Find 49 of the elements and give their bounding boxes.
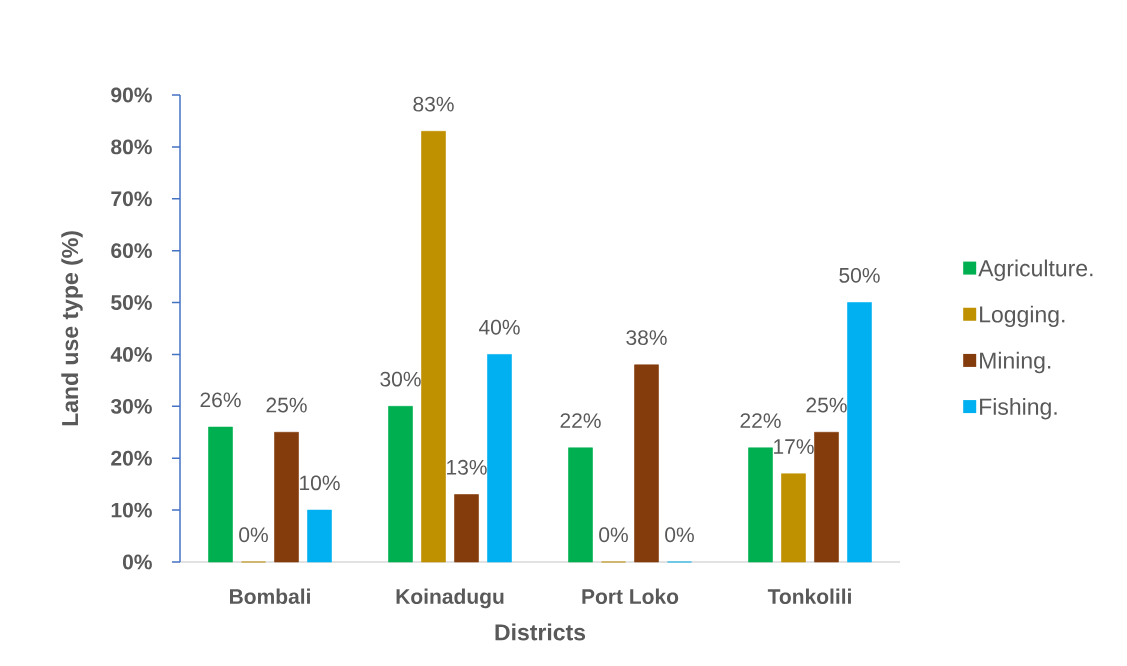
data-label: 50%	[839, 267, 880, 283]
y-tick-label: 30%	[110, 398, 152, 414]
y-tick-label: 90%	[111, 87, 152, 103]
legend-label: Agriculture.	[978, 259, 1093, 281]
data-label: 0%	[239, 527, 268, 543]
bar	[421, 131, 446, 563]
x-tick-label: Tonkolili	[767, 588, 851, 604]
legend-label: Logging.	[980, 305, 1065, 328]
data-label: 17%	[774, 439, 814, 454]
bar	[814, 431, 839, 563]
y-tick-label: 20%	[111, 450, 152, 466]
bar	[748, 447, 773, 563]
data-label: 0%	[665, 527, 694, 543]
x-tick-label: Port Loko	[582, 588, 679, 604]
bar	[568, 447, 593, 563]
y-tick-label: 40%	[110, 347, 152, 362]
bar	[781, 473, 806, 563]
bar	[307, 509, 332, 563]
x-axis-title: Districts	[495, 623, 586, 641]
y-tick-label: 0%	[122, 554, 152, 570]
x-tick-label: Koinadugu	[396, 588, 504, 609]
data-label: 0%	[599, 527, 628, 543]
y-tick-label: 60%	[111, 243, 152, 259]
data-label: 25%	[806, 397, 847, 413]
y-tick-label: 10%	[111, 502, 152, 518]
data-label: 30%	[380, 371, 421, 387]
y-axis-title: Land use type (%)	[61, 231, 83, 426]
data-label: 26%	[200, 392, 241, 408]
data-label: 25%	[266, 397, 307, 413]
bar	[454, 494, 479, 563]
bar	[208, 426, 233, 563]
x-tick-label: Bombali	[230, 588, 310, 604]
bar	[274, 431, 299, 563]
data-label: 40%	[478, 319, 520, 335]
data-label: 83%	[413, 96, 454, 112]
data-label: 13%	[447, 459, 487, 475]
legend-label: Fishing.	[980, 398, 1057, 420]
data-label: 38%	[626, 330, 667, 346]
y-tick-label: 80%	[111, 139, 152, 155]
bar	[847, 302, 872, 563]
bar	[388, 406, 413, 563]
legend-label: Mining.	[980, 351, 1051, 374]
data-label: 22%	[740, 413, 781, 428]
bar	[634, 364, 659, 563]
y-tick-label: 50%	[111, 295, 152, 310]
data-label: 10%	[300, 475, 340, 491]
data-label: 22%	[560, 413, 601, 428]
y-tick-label: 70%	[111, 191, 152, 207]
bar	[487, 354, 512, 563]
